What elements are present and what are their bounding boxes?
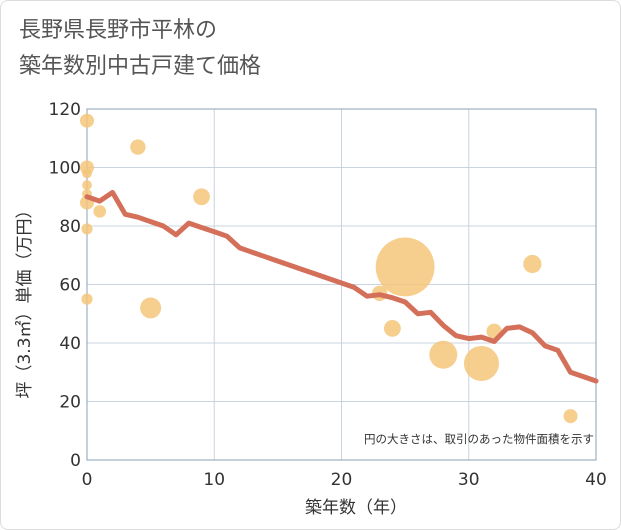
bubble-6: [81, 223, 93, 235]
bubble-13: [384, 319, 401, 337]
bubble-size-note: 円の大きさは、取引のあった物件面積を示す: [364, 432, 594, 446]
y-tick-label-1: 20: [59, 393, 81, 413]
bubble-19: [563, 409, 578, 424]
x-axis-label: 築年数（年）: [305, 498, 407, 518]
chart-title-line-1: 長野県長野市平林の: [19, 18, 218, 43]
y-tick-label-0: 0: [70, 451, 81, 471]
x-tick-label-0: 0: [82, 470, 93, 490]
bubble-14: [375, 237, 435, 297]
plot-frame: [86, 108, 597, 461]
y-tick-label-2: 40: [59, 334, 81, 354]
bubble-3: [82, 180, 92, 190]
x-tick-label-3: 30: [458, 470, 480, 490]
y-tick-label-6: 120: [49, 100, 81, 120]
x-tick-label-1: 10: [203, 470, 225, 490]
x-tick-label-2: 20: [331, 470, 353, 490]
bubble-15: [429, 340, 458, 369]
trend-line: [84, 189, 599, 384]
bubble-10: [140, 297, 162, 319]
bubble-0: [80, 113, 94, 128]
y-tick-label-3: 60: [59, 276, 81, 296]
bubble-8: [93, 205, 107, 218]
bubble-2: [82, 168, 92, 179]
tick-labels: 0 10 20 30 40 0 20 40 60 80 100 120: [49, 100, 607, 490]
bubble-9: [130, 139, 146, 155]
x-tick-label-4: 40: [585, 470, 607, 490]
y-axis-label: 坪（3.3㎡）単価（万円）: [15, 201, 35, 398]
bubble-18: [523, 254, 542, 274]
bubble-layer: [80, 113, 578, 424]
y-tick-label-5: 100: [49, 159, 81, 179]
bubble-7: [81, 293, 93, 305]
chart-title: 長野県長野市平林の 築年数別中古戸建て価格: [19, 13, 261, 85]
bubble-11: [193, 188, 210, 206]
bubble-16: [463, 345, 499, 381]
chart-title-line-2: 築年数別中古戸建て価格: [19, 54, 262, 79]
y-tick-label-4: 80: [59, 217, 81, 237]
